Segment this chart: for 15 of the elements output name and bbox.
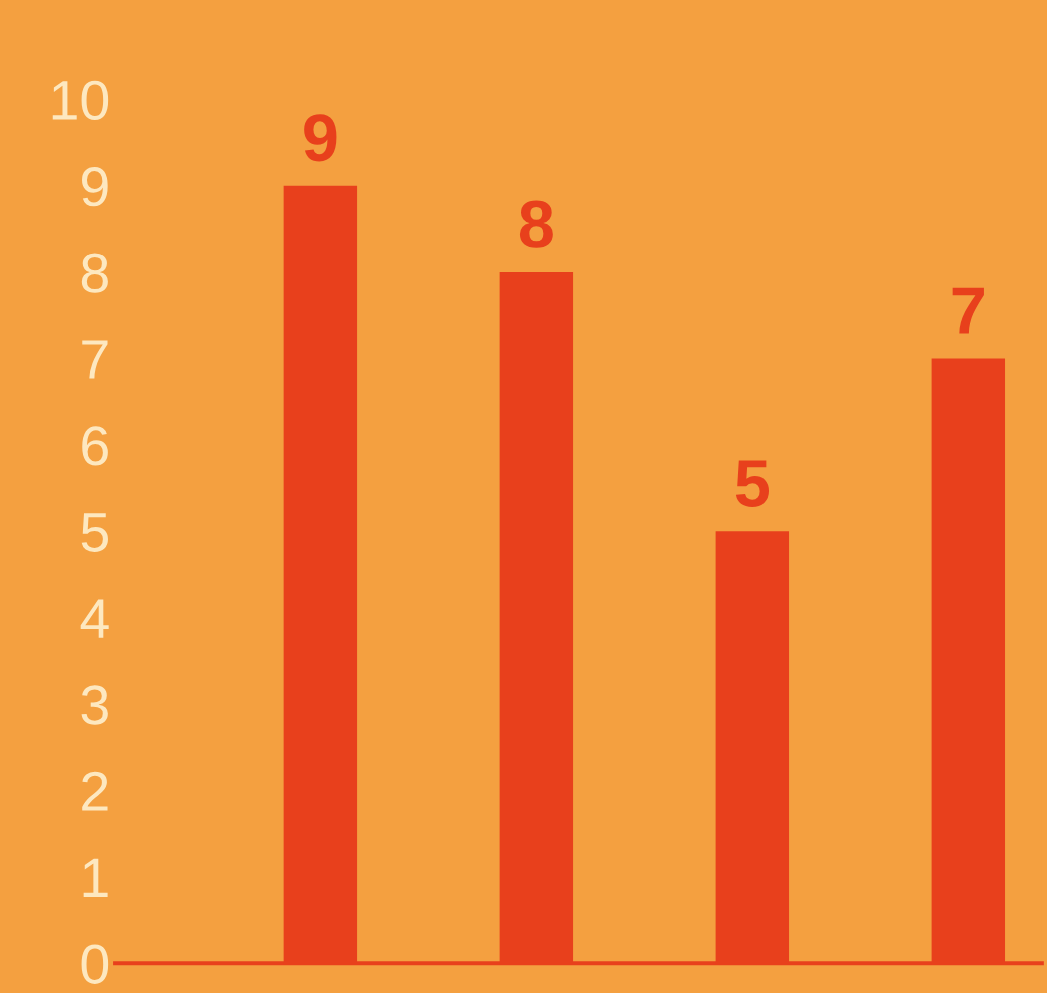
y-tick-label: 10 <box>52 80 109 120</box>
y-tick-label: 6 <box>82 426 108 466</box>
data-label: 5 <box>735 460 770 507</box>
y-tick-label: 8 <box>81 253 108 293</box>
y-tick-label: 0 <box>81 944 109 984</box>
y-tick-label: 4 <box>80 599 109 638</box>
y-tick-label: 9 <box>82 167 108 207</box>
data-label: 7 <box>952 287 984 334</box>
y-tick-label: 2 <box>82 771 108 811</box>
data-label: 9 <box>304 114 337 162</box>
data-label: 8 <box>519 200 553 248</box>
y-tick-label: 7 <box>82 340 108 379</box>
y-tick-label: 5 <box>81 513 108 552</box>
y-tick-label: 1 <box>83 858 108 897</box>
y-tick-label: 3 <box>81 685 108 725</box>
